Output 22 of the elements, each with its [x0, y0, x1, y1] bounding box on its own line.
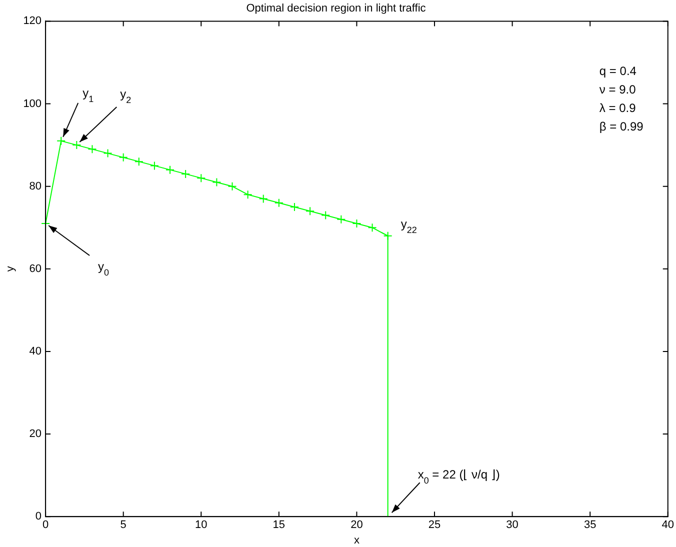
annotation: ν = 9.0	[599, 82, 636, 97]
x-tick-label: 5	[120, 519, 126, 532]
y-tick-label: 60	[29, 262, 42, 275]
x-axis-title: x	[354, 534, 360, 546]
y-tick-label: 40	[29, 346, 42, 358]
annotation: q = 0.4	[599, 64, 637, 78]
annotation: β = 0.99	[599, 120, 644, 134]
x-tick-label: 20	[350, 519, 363, 532]
y-tick-label: 120	[23, 15, 42, 28]
x-tick-label: 25	[428, 519, 441, 532]
annotation: λ = 0.9	[599, 101, 636, 116]
x-tick-label: 35	[584, 519, 596, 532]
y-tick-label: 20	[29, 428, 42, 440]
chart-title: Optimal decision region in light traffic	[246, 2, 426, 15]
x-tick-label: 30	[506, 519, 518, 532]
y-tick-label: 0	[35, 510, 42, 523]
y-tick-label: 80	[29, 180, 42, 192]
x-tick-label: 40	[662, 519, 674, 532]
x-tick-label: 10	[195, 519, 208, 532]
y-axis-title: y	[4, 266, 17, 272]
x-tick-label: 15	[272, 519, 286, 532]
y-tick-label: 100	[23, 98, 42, 110]
